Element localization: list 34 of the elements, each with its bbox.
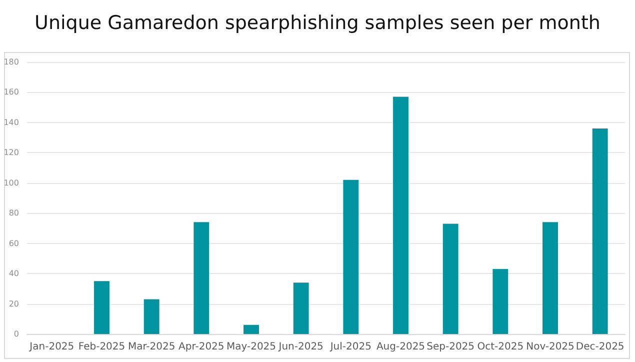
bar [492,269,508,334]
y-tick-label: 100 [4,178,19,188]
x-tick-label: May-2025 [226,342,276,352]
y-tick-label: 20 [8,299,19,308]
y-tick-label: 60 [8,238,19,248]
x-tick-label: Dec-2025 [576,342,624,352]
x-tick-label: Sep-2025 [426,342,475,352]
x-tick-label: Jul-2025 [329,342,372,352]
bar [144,299,160,334]
bar [592,128,608,334]
x-tick-label: Feb-2025 [78,342,126,352]
bar [244,324,259,334]
x-tick-label: Mar-2025 [128,342,176,352]
bar [393,96,408,334]
bar [293,282,309,334]
bar [194,222,210,334]
x-tick-label: Jan-2025 [28,342,74,352]
y-tick-label: 180 [4,58,19,66]
x-tick-label: Oct-2025 [477,342,524,352]
y-tick-label: 160 [4,88,19,97]
bar [94,281,110,334]
y-tick-label: 40 [8,269,19,278]
bar [343,180,359,334]
y-tick-label: 140 [4,118,19,127]
y-tick-label: 0 [14,330,19,338]
x-tick-label: Aug-2025 [376,342,426,352]
y-tick-label: 80 [8,208,19,218]
bar [442,224,458,334]
chart-title: Unique Gamaredon spearphishing samples seen per month [34,12,602,34]
y-tick-label: 120 [4,148,19,158]
x-tick-label: Nov-2025 [526,342,574,352]
x-tick-label: Apr-2025 [178,342,224,352]
bar [542,222,558,334]
x-tick-label: Jun-2025 [278,342,324,352]
